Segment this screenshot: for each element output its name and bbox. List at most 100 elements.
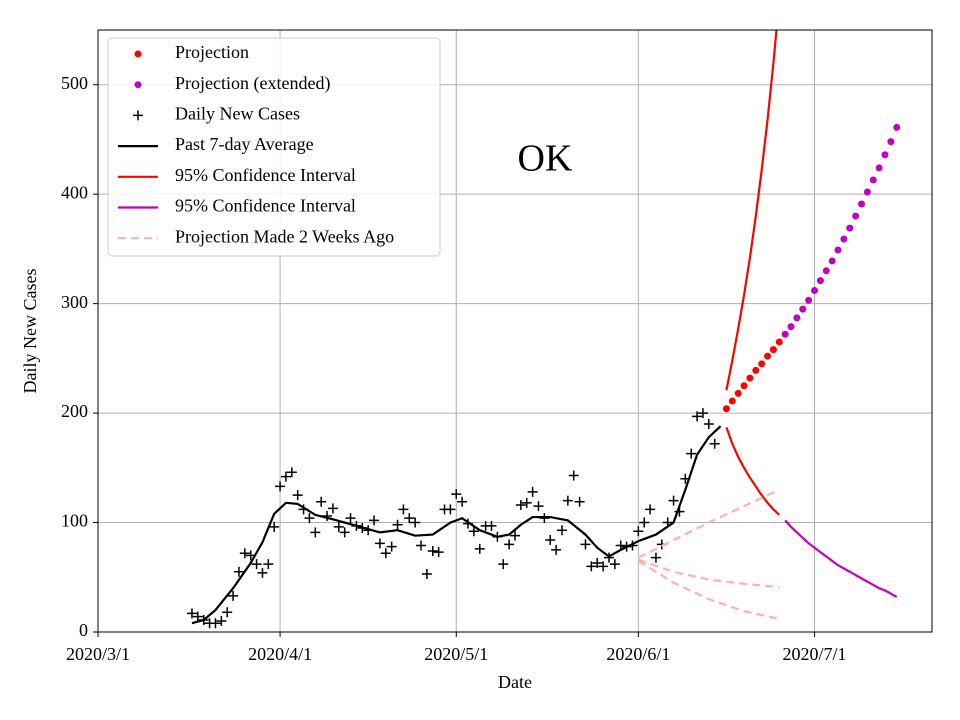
case-marker (374, 538, 385, 549)
projection-dot (893, 123, 901, 131)
x-tick-label: 2020/6/1 (606, 644, 670, 664)
case-marker (257, 567, 268, 578)
projection-dot (758, 360, 766, 368)
case-marker (562, 495, 573, 506)
case-marker (386, 541, 397, 552)
case-marker (304, 513, 315, 524)
case-marker (574, 496, 585, 507)
case-marker (286, 467, 297, 478)
grid (97, 30, 932, 633)
y-tick-label: 400 (61, 182, 88, 202)
case-marker (510, 530, 520, 541)
projection-dot (746, 374, 754, 382)
projection-dot (752, 366, 760, 374)
case-marker (275, 481, 286, 492)
case-marker (598, 561, 609, 572)
projection-dot (805, 296, 813, 304)
x-tick-label: 2020/3/1 (66, 644, 130, 664)
case-marker (668, 495, 679, 506)
case-marker (280, 471, 291, 482)
projection-dot (781, 330, 789, 338)
projection-dot (881, 151, 889, 159)
case-marker (216, 616, 227, 627)
projection-dot (764, 352, 772, 360)
case-marker (692, 411, 703, 422)
case-marker (645, 504, 656, 515)
case-marker (210, 618, 221, 629)
case-marker (239, 548, 250, 559)
legend-label: 95% Confidence Interval (175, 165, 356, 185)
axes-frame (97, 29, 933, 633)
case-marker (633, 526, 644, 537)
case-marker (316, 496, 327, 507)
projection-dot (728, 397, 736, 405)
projection-dot (869, 176, 877, 184)
case-marker (468, 526, 479, 537)
series-line (725, 30, 778, 391)
case-marker (639, 517, 650, 528)
case-marker (192, 611, 203, 622)
y-tick-label: 100 (61, 511, 88, 531)
case-marker (410, 517, 421, 528)
case-marker (392, 519, 403, 530)
case-marker (345, 513, 356, 524)
x-axis-label: Date (498, 672, 532, 692)
case-marker (233, 566, 244, 577)
case-marker (228, 590, 239, 601)
projection-dot (799, 305, 807, 313)
case-marker (515, 500, 526, 511)
legend: Projection Projection (extended) Daily New… (107, 37, 441, 257)
case-marker (586, 561, 597, 572)
case-marker (445, 504, 456, 515)
series-line (191, 425, 722, 625)
legend-symbol (133, 110, 143, 121)
x-tick-label: 2020/4/1 (248, 644, 312, 664)
y-axis-label: Daily New Cases (20, 269, 40, 394)
annotation: OK (518, 138, 573, 180)
projection-dot (722, 405, 730, 413)
projection-dot (740, 382, 748, 390)
plot-area (186, 30, 901, 629)
legend-label: Projection (175, 42, 249, 62)
projection-dot (840, 235, 848, 243)
case-marker (580, 539, 591, 550)
axes: 2020/3/1 2020/4/1 2020/5/1 2020/6/1 2020/7/1… (61, 73, 847, 664)
projection-dot (852, 212, 860, 220)
projection-old-line (637, 488, 780, 559)
legend-symbol (134, 81, 142, 89)
case-marker (292, 490, 303, 501)
case-marker (556, 525, 567, 536)
case-marker (433, 547, 444, 558)
y-tick-label: 300 (61, 292, 88, 312)
case-marker (369, 515, 380, 526)
legend-label: Projection Made 2 Weeks Ago (175, 226, 394, 246)
case-marker (686, 448, 697, 459)
case-marker (269, 521, 280, 532)
case-marker (451, 489, 462, 500)
legend-label: Past 7-day Average (175, 134, 314, 154)
case-marker (609, 559, 620, 570)
projection-dot (863, 188, 871, 196)
projection-dot (734, 389, 742, 397)
case-marker (545, 535, 556, 546)
case-marker (186, 608, 197, 619)
case-marker (568, 470, 579, 481)
case-marker (703, 419, 714, 430)
y-tick-label: 200 (61, 401, 88, 421)
case-marker (521, 497, 532, 508)
case-marker (709, 438, 720, 449)
case-marker (504, 539, 515, 550)
projection-dot (858, 200, 866, 208)
case-marker (427, 546, 438, 557)
legend-label: 95% Confidence Interval (175, 196, 356, 216)
case-marker (650, 552, 661, 563)
projection-dot (787, 323, 795, 331)
projection-old-line (637, 558, 780, 589)
projection-old-line (637, 559, 780, 620)
y-tick-label: 0 (79, 620, 88, 640)
case-marker (498, 559, 509, 570)
legend-box (107, 37, 441, 257)
case-marker (486, 520, 497, 531)
case-marker (310, 527, 321, 538)
